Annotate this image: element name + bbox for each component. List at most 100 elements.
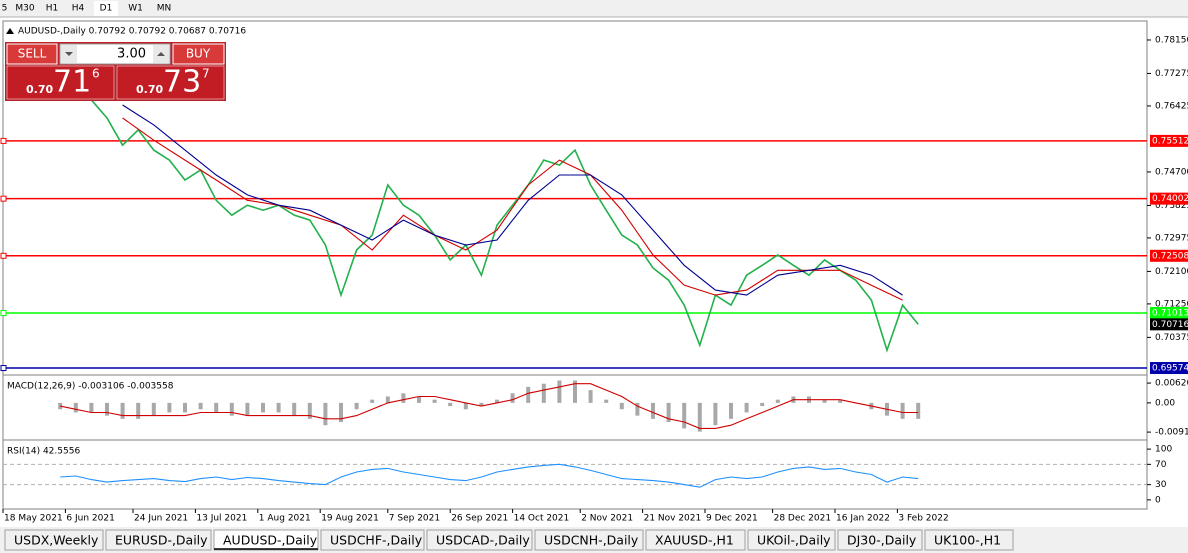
histogram-bar [448,402,453,407]
histogram-bar [463,402,468,410]
timeframe-button[interactable] [65,1,91,16]
timeframe-label: W1 [128,4,143,14]
tab[interactable] [534,529,644,551]
x-tick-label: 21 Nov 2021 [644,514,702,524]
y-tick-label: 0.70375 [1155,333,1188,343]
buy-button[interactable] [172,43,225,65]
collapse-icon [6,28,14,34]
x-tick-label: 1 Aug 2021 [259,514,311,524]
tab[interactable] [320,529,425,551]
lot-input[interactable] [59,43,171,65]
timeframe-button[interactable] [41,1,63,16]
histogram-bar [198,402,203,410]
series-line [59,94,919,353]
sell-label: SELL [18,47,47,61]
level-label: 0.71013 [1152,308,1188,318]
tab[interactable] [105,529,212,551]
y-tick-label: 0 [1155,495,1161,505]
histogram-bar [58,402,63,410]
histogram-bar [401,393,406,403]
lot-value: 3.00 [117,47,146,62]
histogram-bar [73,402,78,413]
tab[interactable] [213,529,319,551]
tab[interactable] [924,529,1014,551]
chart-title: RSI(14) 42.5556 [7,447,80,457]
y-tick-label: 0.00 [1155,398,1175,408]
last-price-bg [1150,318,1188,331]
tab-label: USDCAD-,Daily [436,533,530,548]
tab-label: USDX,Weekly [14,533,99,548]
histogram-bar [292,402,297,416]
histogram-bar [339,402,343,423]
histogram-bar [167,402,172,413]
tab[interactable] [426,529,533,551]
buy-quote[interactable] [116,65,225,100]
tab[interactable] [747,529,836,551]
x-tick-label: 16 Jan 2022 [836,514,890,524]
timeframe-button[interactable] [0,1,9,16]
tab[interactable] [837,529,923,551]
y-tick-label: 0.006201 [1155,379,1188,389]
tab[interactable] [4,529,104,551]
buy-pips: 73 [163,65,201,100]
histogram-bar [354,402,359,410]
x-tick-label: 3 Feb 2022 [898,514,948,524]
x-tick-label: 7 Sep 2021 [389,514,440,524]
histogram-bar [822,399,827,403]
histogram-bar [417,396,421,403]
sell-quote[interactable] [6,65,115,100]
level-handle [0,252,7,259]
tab[interactable] [645,529,746,551]
histogram-bar [760,402,765,407]
histogram-bar [245,402,250,416]
y-tick-label: -0.00915 [1155,428,1188,438]
histogram-bar [432,399,437,403]
histogram-bar [916,402,921,419]
histogram-bar [729,402,733,419]
histogram-bar [541,383,546,403]
timeframe-button[interactable] [94,1,118,16]
level-label: 0.72508 [1152,251,1188,261]
chart-title: MACD(12,26,9) -0.003106 -0.003558 [7,382,174,392]
level-label: 0.69574 [1152,364,1188,374]
timeframe-label: 5 [2,4,8,14]
histogram-bar [573,380,577,403]
level-label-bg [1150,192,1188,205]
x-tick-label: 18 May 2021 [4,514,63,524]
tab-label: UK100-,H1 [934,533,1001,548]
last-price-label: 0.70716 [1152,320,1188,330]
timeframe-button[interactable] [152,1,176,16]
histogram-bar [136,402,141,419]
timeframe-button[interactable] [11,1,39,16]
y-tick-label: 70 [1155,460,1167,470]
buy-fraction: 7 [202,67,210,81]
histogram-bar [229,402,234,416]
histogram-bar [323,402,328,426]
level-label-bg [1150,249,1188,262]
histogram-bar [276,402,281,413]
histogram-bar [89,402,94,413]
x-tick-label: 24 Jun 2021 [134,514,188,524]
histogram-bar [588,390,593,403]
level-handle [0,137,7,144]
timeframe-label: H4 [72,4,85,14]
histogram-bar [385,396,390,403]
x-tick-label: 19 Aug 2021 [321,514,379,524]
histogram-bar [838,399,843,403]
trade-panel: SELL 3.00 BUY 0.70 71 6 0.70 73 7 [5,42,226,101]
series-line [60,383,919,429]
histogram-bar [900,402,905,419]
chart-title: AUDUSD-,Daily 0.70792 0.70792 0.70687 0.… [18,27,246,37]
histogram-bar [775,399,780,403]
sell-button[interactable] [6,43,58,65]
sell-pips: 71 [53,65,91,100]
histogram-bar [370,399,375,403]
y-tick-label: 0.77275 [1155,69,1188,79]
histogram-bar [557,380,562,403]
histogram-bar [120,402,125,419]
timeframe-button[interactable] [121,1,150,16]
histogram-bar [713,402,718,426]
